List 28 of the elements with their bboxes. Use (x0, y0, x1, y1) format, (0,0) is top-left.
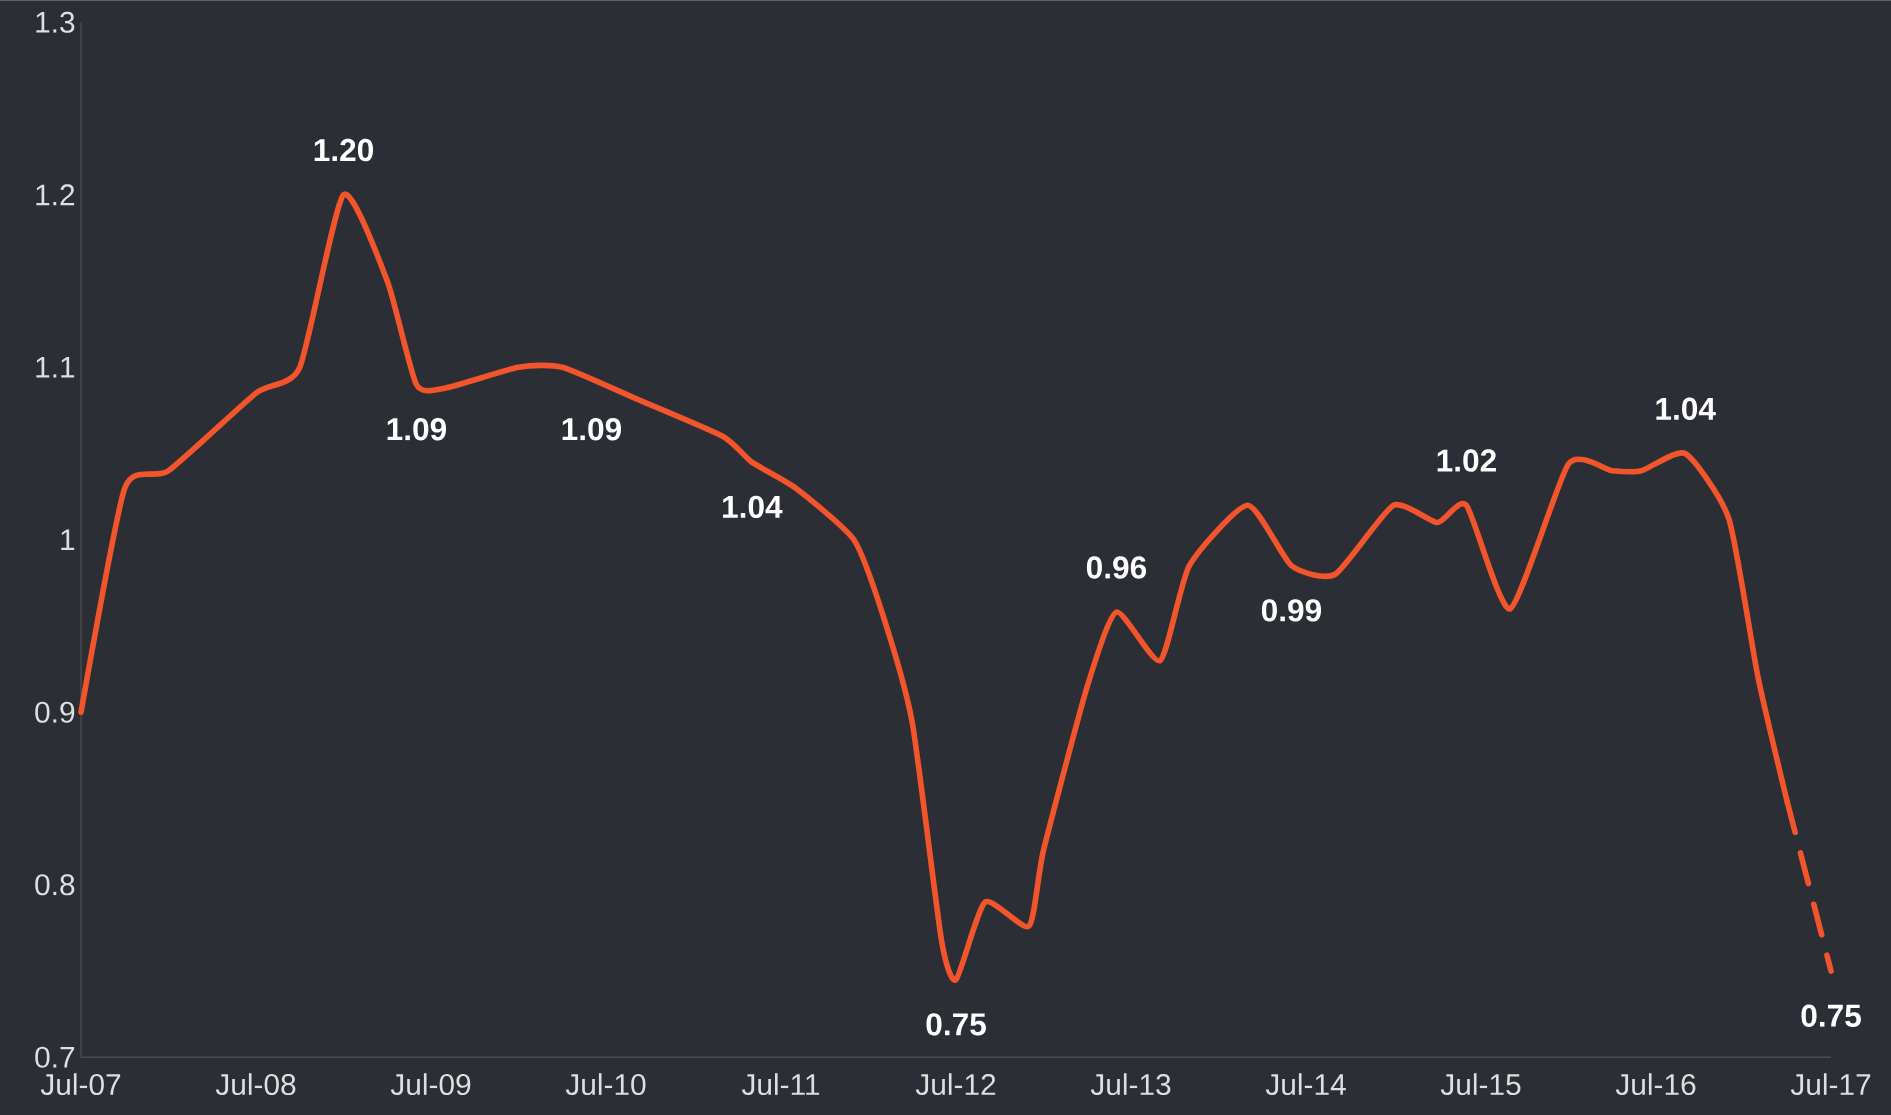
x-tick-label: Jul-09 (390, 1073, 471, 1095)
annotation: 1.09 (387, 417, 447, 441)
annotation: 1.04 (723, 495, 783, 518)
y-tick-label: 1.1 (36, 356, 75, 378)
x-tick-label: Jul-08 (215, 1073, 296, 1095)
annotation: 1.09 (562, 417, 622, 441)
x-tick-label: Jul-13 (1090, 1073, 1171, 1095)
annotation: 0.75 (1801, 1004, 1861, 1027)
y-tick-label: 1.2 (36, 184, 75, 206)
annotation: 0.99 (1261, 599, 1322, 622)
x-tick-label: Jul-10 (565, 1073, 646, 1095)
annotation: 1.02 (1437, 449, 1496, 472)
y-tick-label: 1 (61, 529, 75, 550)
annotation: 1.04 (1656, 397, 1716, 420)
x-tick-label: Jul-16 (1615, 1073, 1696, 1095)
x-tick-label: Jul-12 (915, 1073, 996, 1095)
x-tick-label: Jul-11 (741, 1073, 820, 1095)
y-tick-label: 1.3 (36, 11, 75, 33)
y-tick-label: 0.8 (35, 874, 75, 896)
x-tick-label: Jul-14 (1265, 1073, 1346, 1095)
x-tick-label: Jul-15 (1440, 1073, 1521, 1095)
y-tick-label: 0.9 (35, 701, 75, 723)
x-tick-label: Jul-17 (1790, 1073, 1871, 1095)
y-tick-label: 0.7 (35, 1046, 75, 1068)
annotation: 0.75 (926, 1013, 986, 1036)
annotation: 0.96 (1086, 556, 1147, 579)
x-tick-label: Jul-07 (40, 1073, 121, 1095)
annotation: 1.20 (314, 138, 374, 162)
